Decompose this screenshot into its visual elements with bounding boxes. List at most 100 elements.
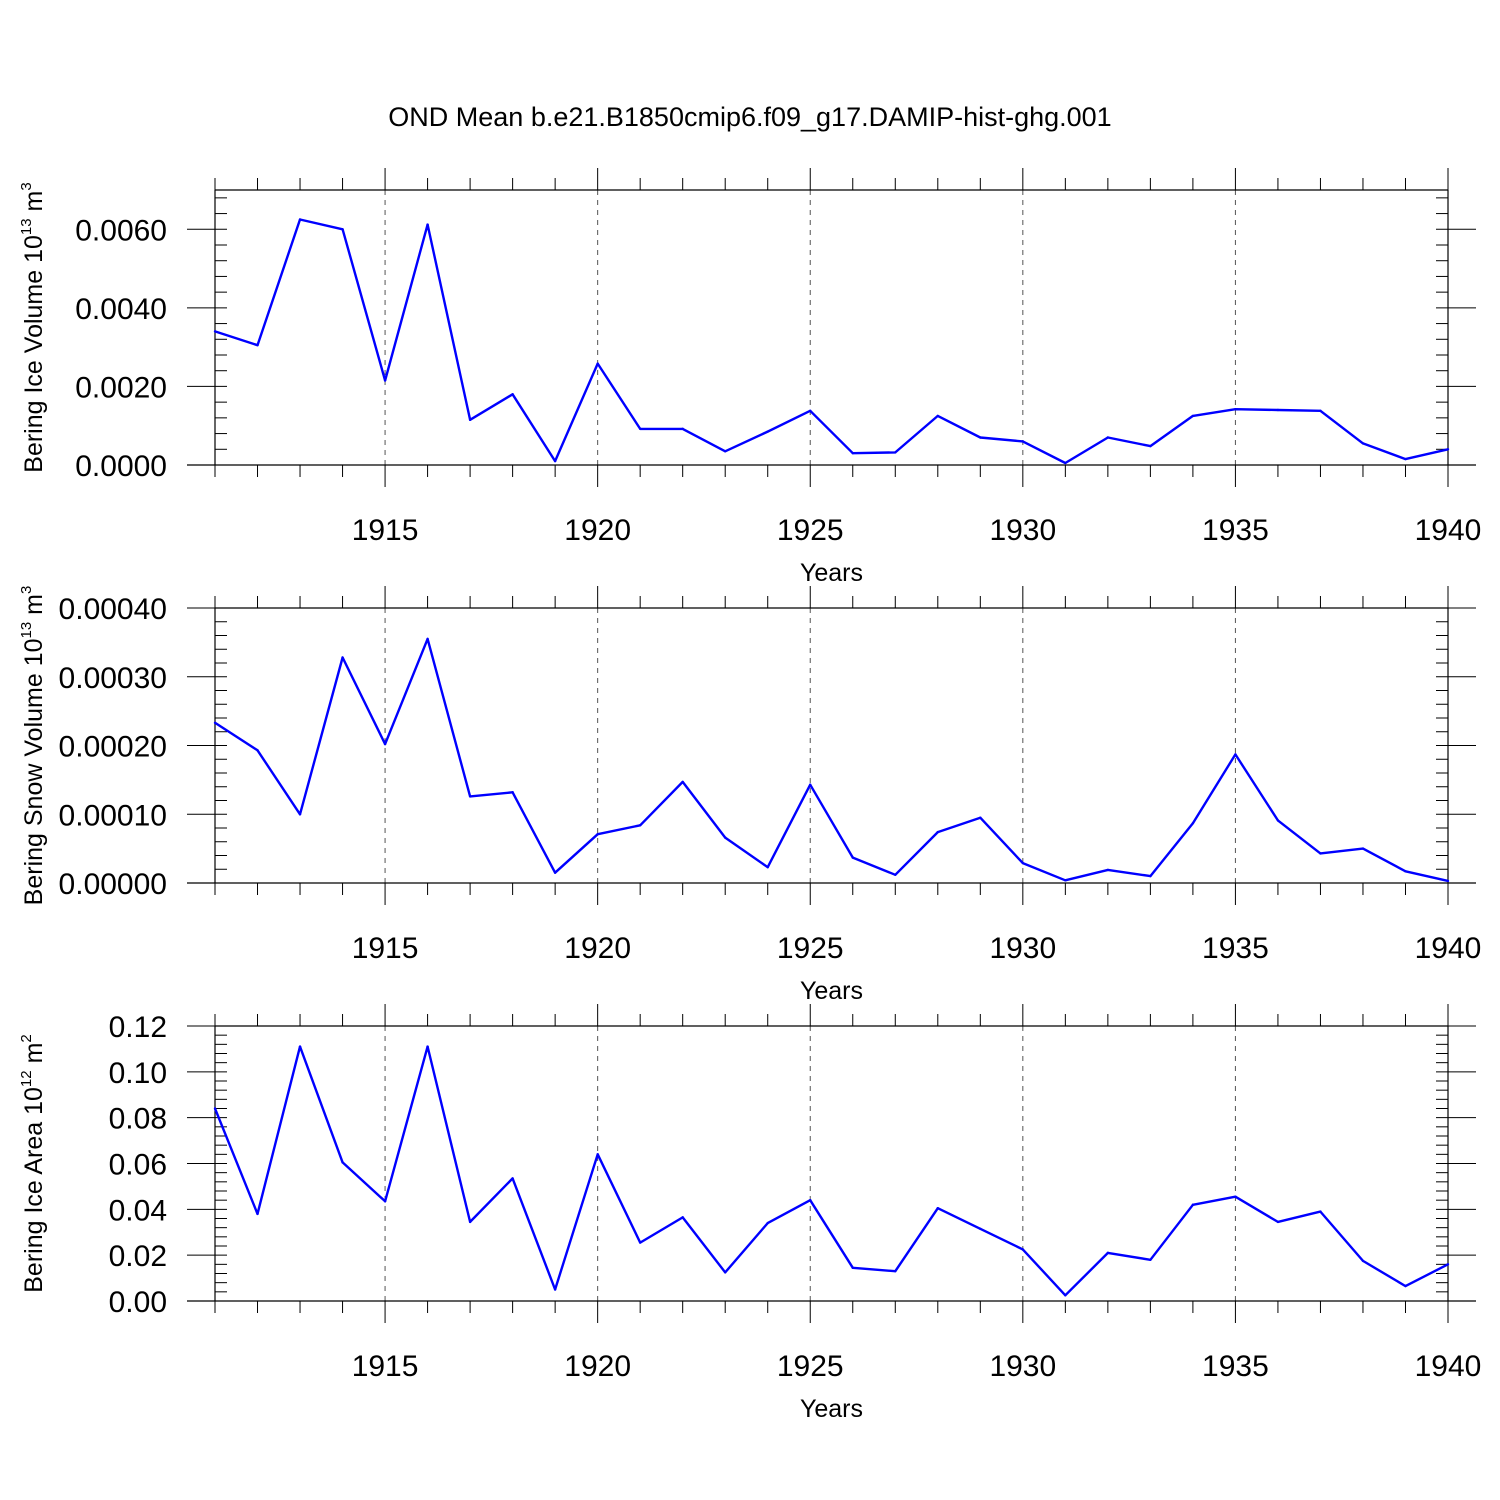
snow-volume-data-point <box>1149 874 1152 878</box>
ice-volume-xtick-label: 1915 <box>352 514 419 547</box>
ice-volume-data-point <box>511 393 514 396</box>
ice-area-data-point <box>1361 1259 1365 1263</box>
panel-ice-volume: 0.0000 0.0020 0.0040 0.0060 1915 1920 1925 1930… <box>18 168 1481 587</box>
ice-area-data-point <box>1319 1210 1322 1213</box>
ice-area-data-point <box>1234 1195 1237 1198</box>
snow-volume-xtick-label: 1940 <box>1415 932 1482 965</box>
ice-volume-data-point <box>1446 448 1450 451</box>
snow-volume-data-point <box>1404 870 1407 873</box>
ice-area-data-point <box>256 1212 259 1216</box>
snow-volume-data-point <box>1446 879 1450 883</box>
ice-area-data-point <box>638 1241 642 1244</box>
ice-area-data-point <box>1404 1284 1407 1288</box>
ice-volume-series-line <box>214 218 1449 465</box>
ice-volume-data-point <box>1106 436 1110 439</box>
snow-volume-ytick-label: 0.00000 <box>59 868 167 901</box>
ice-area-data-point <box>1191 1203 1195 1206</box>
snow-volume-data-point <box>936 830 939 834</box>
snow-volume-data-point <box>1276 819 1280 822</box>
ice-volume-data-point <box>1361 442 1365 445</box>
snow-volume-xtick-label: 1920 <box>564 932 631 965</box>
snow-volume-data-point <box>426 637 429 641</box>
ice-area-xtick-label: 1915 <box>352 1350 419 1383</box>
ice-volume-xtick-label: 1925 <box>777 514 844 547</box>
snow-volume-data-point <box>809 783 812 786</box>
ice-area-data-point <box>468 1220 472 1224</box>
snow-volume-data-point <box>724 836 727 839</box>
snow-volume-data-point <box>894 873 897 876</box>
ice-volume-data-point <box>298 218 302 221</box>
ice-volume-data-point <box>1149 444 1152 448</box>
ice-volume-ytick-label: 0.0060 <box>75 214 167 247</box>
ice-volume-data-point <box>213 330 217 333</box>
ice-volume-data-point <box>1234 408 1237 411</box>
ice-area-series-line <box>213 1045 1449 1297</box>
ice-area-data-point <box>894 1270 897 1273</box>
snow-volume-data-point <box>1234 753 1237 756</box>
ice-volume-data-point <box>936 414 939 418</box>
snow-volume-data-point <box>1021 861 1025 865</box>
snow-volume-data-point <box>553 871 557 874</box>
panel-snow-volume: 0.00000 0.00010 0.00020 0.00030 0.00040 1915 1… <box>18 586 1481 1005</box>
ice-volume-y-axis-title: Bering Ice Volume 1013 m3 <box>18 182 48 472</box>
ice-volume-data-point <box>1021 440 1025 443</box>
ice-area-data-point <box>681 1216 684 1219</box>
ice-volume-data-point <box>256 343 259 347</box>
ice-area-data-point <box>979 1227 982 1231</box>
snow-volume-ytick-label: 0.00020 <box>59 731 167 764</box>
snow-volume-data-point <box>596 832 599 836</box>
ice-area-data-point <box>1106 1251 1110 1255</box>
snow-volume-ytick-label: 0.00010 <box>59 799 167 832</box>
chart-title: OND Mean b.e21.B1850cmip6.f09_g17.DAMIP-… <box>388 102 1112 132</box>
ice-area-data-point <box>1064 1294 1067 1297</box>
ice-area-ytick-label: 0.08 <box>109 1103 167 1136</box>
ice-area-ytick-label: 0.06 <box>109 1149 167 1182</box>
ice-volume-data-point <box>979 436 982 439</box>
ice-area-ytick-label: 0.10 <box>109 1057 167 1090</box>
snow-volume-data-point <box>638 824 642 827</box>
ice-area-data-point <box>213 1107 217 1110</box>
snow-volume-data-point <box>979 816 982 819</box>
snow-volume-data-point <box>298 813 302 816</box>
snow-volume-data-point <box>213 721 217 725</box>
ice-area-x-axis-title: Years <box>800 1395 863 1423</box>
ice-area-ytick-label: 0.04 <box>109 1194 167 1227</box>
snow-volume-data-point <box>383 742 387 746</box>
snow-volume-data-point <box>1319 852 1322 855</box>
snow-volume-xtick-label: 1915 <box>352 932 419 965</box>
ice-volume-data-point <box>383 379 387 382</box>
ice-volume-data-point <box>724 450 727 453</box>
ice-volume-xtick-label: 1940 <box>1415 514 1482 547</box>
ice-volume-ytick-label: 0.0040 <box>75 293 167 326</box>
snow-volume-series-line <box>214 637 1449 883</box>
ice-volume-xtick-label: 1920 <box>564 514 631 547</box>
ice-area-data-point <box>596 1153 599 1156</box>
ice-volume-data-point <box>1404 457 1407 461</box>
ice-volume-xtick-label: 1935 <box>1202 514 1269 547</box>
ice-area-data-point <box>766 1221 769 1225</box>
snow-volume-data-point <box>851 856 854 859</box>
snow-volume-y-axis-title: Bering Snow Volume 1013 m3 <box>18 586 48 906</box>
snow-volume-xtick-label: 1925 <box>777 932 844 965</box>
ice-volume-data-point <box>1276 408 1280 412</box>
ice-volume-data-point <box>341 228 344 231</box>
ice-area-ytick-label: 0.00 <box>109 1286 167 1319</box>
snow-volume-data-point <box>511 791 514 794</box>
snow-volume-data-point <box>256 749 259 752</box>
ice-volume-x-axis-title: Years <box>800 559 863 587</box>
ice-volume-data-point <box>553 459 557 463</box>
ice-area-data-point <box>936 1206 939 1210</box>
ice-area-data-point <box>851 1266 854 1269</box>
ice-area-ytick-label: 0.12 <box>109 1011 167 1044</box>
ice-volume-data-point <box>596 362 599 365</box>
ice-area-data-point <box>341 1161 344 1164</box>
ice-area-xtick-label: 1930 <box>989 1350 1056 1383</box>
snow-volume-x-axis-title: Years <box>800 977 863 1005</box>
ice-area-data-point <box>511 1177 514 1180</box>
ice-volume-data-point <box>1064 461 1067 465</box>
ice-volume-data-point <box>766 430 769 433</box>
snow-volume-data-point <box>341 656 344 659</box>
ice-area-data-point <box>298 1045 302 1048</box>
ice-area-y-axis-title: Bering Ice Area 1012 m2 <box>18 1034 48 1293</box>
